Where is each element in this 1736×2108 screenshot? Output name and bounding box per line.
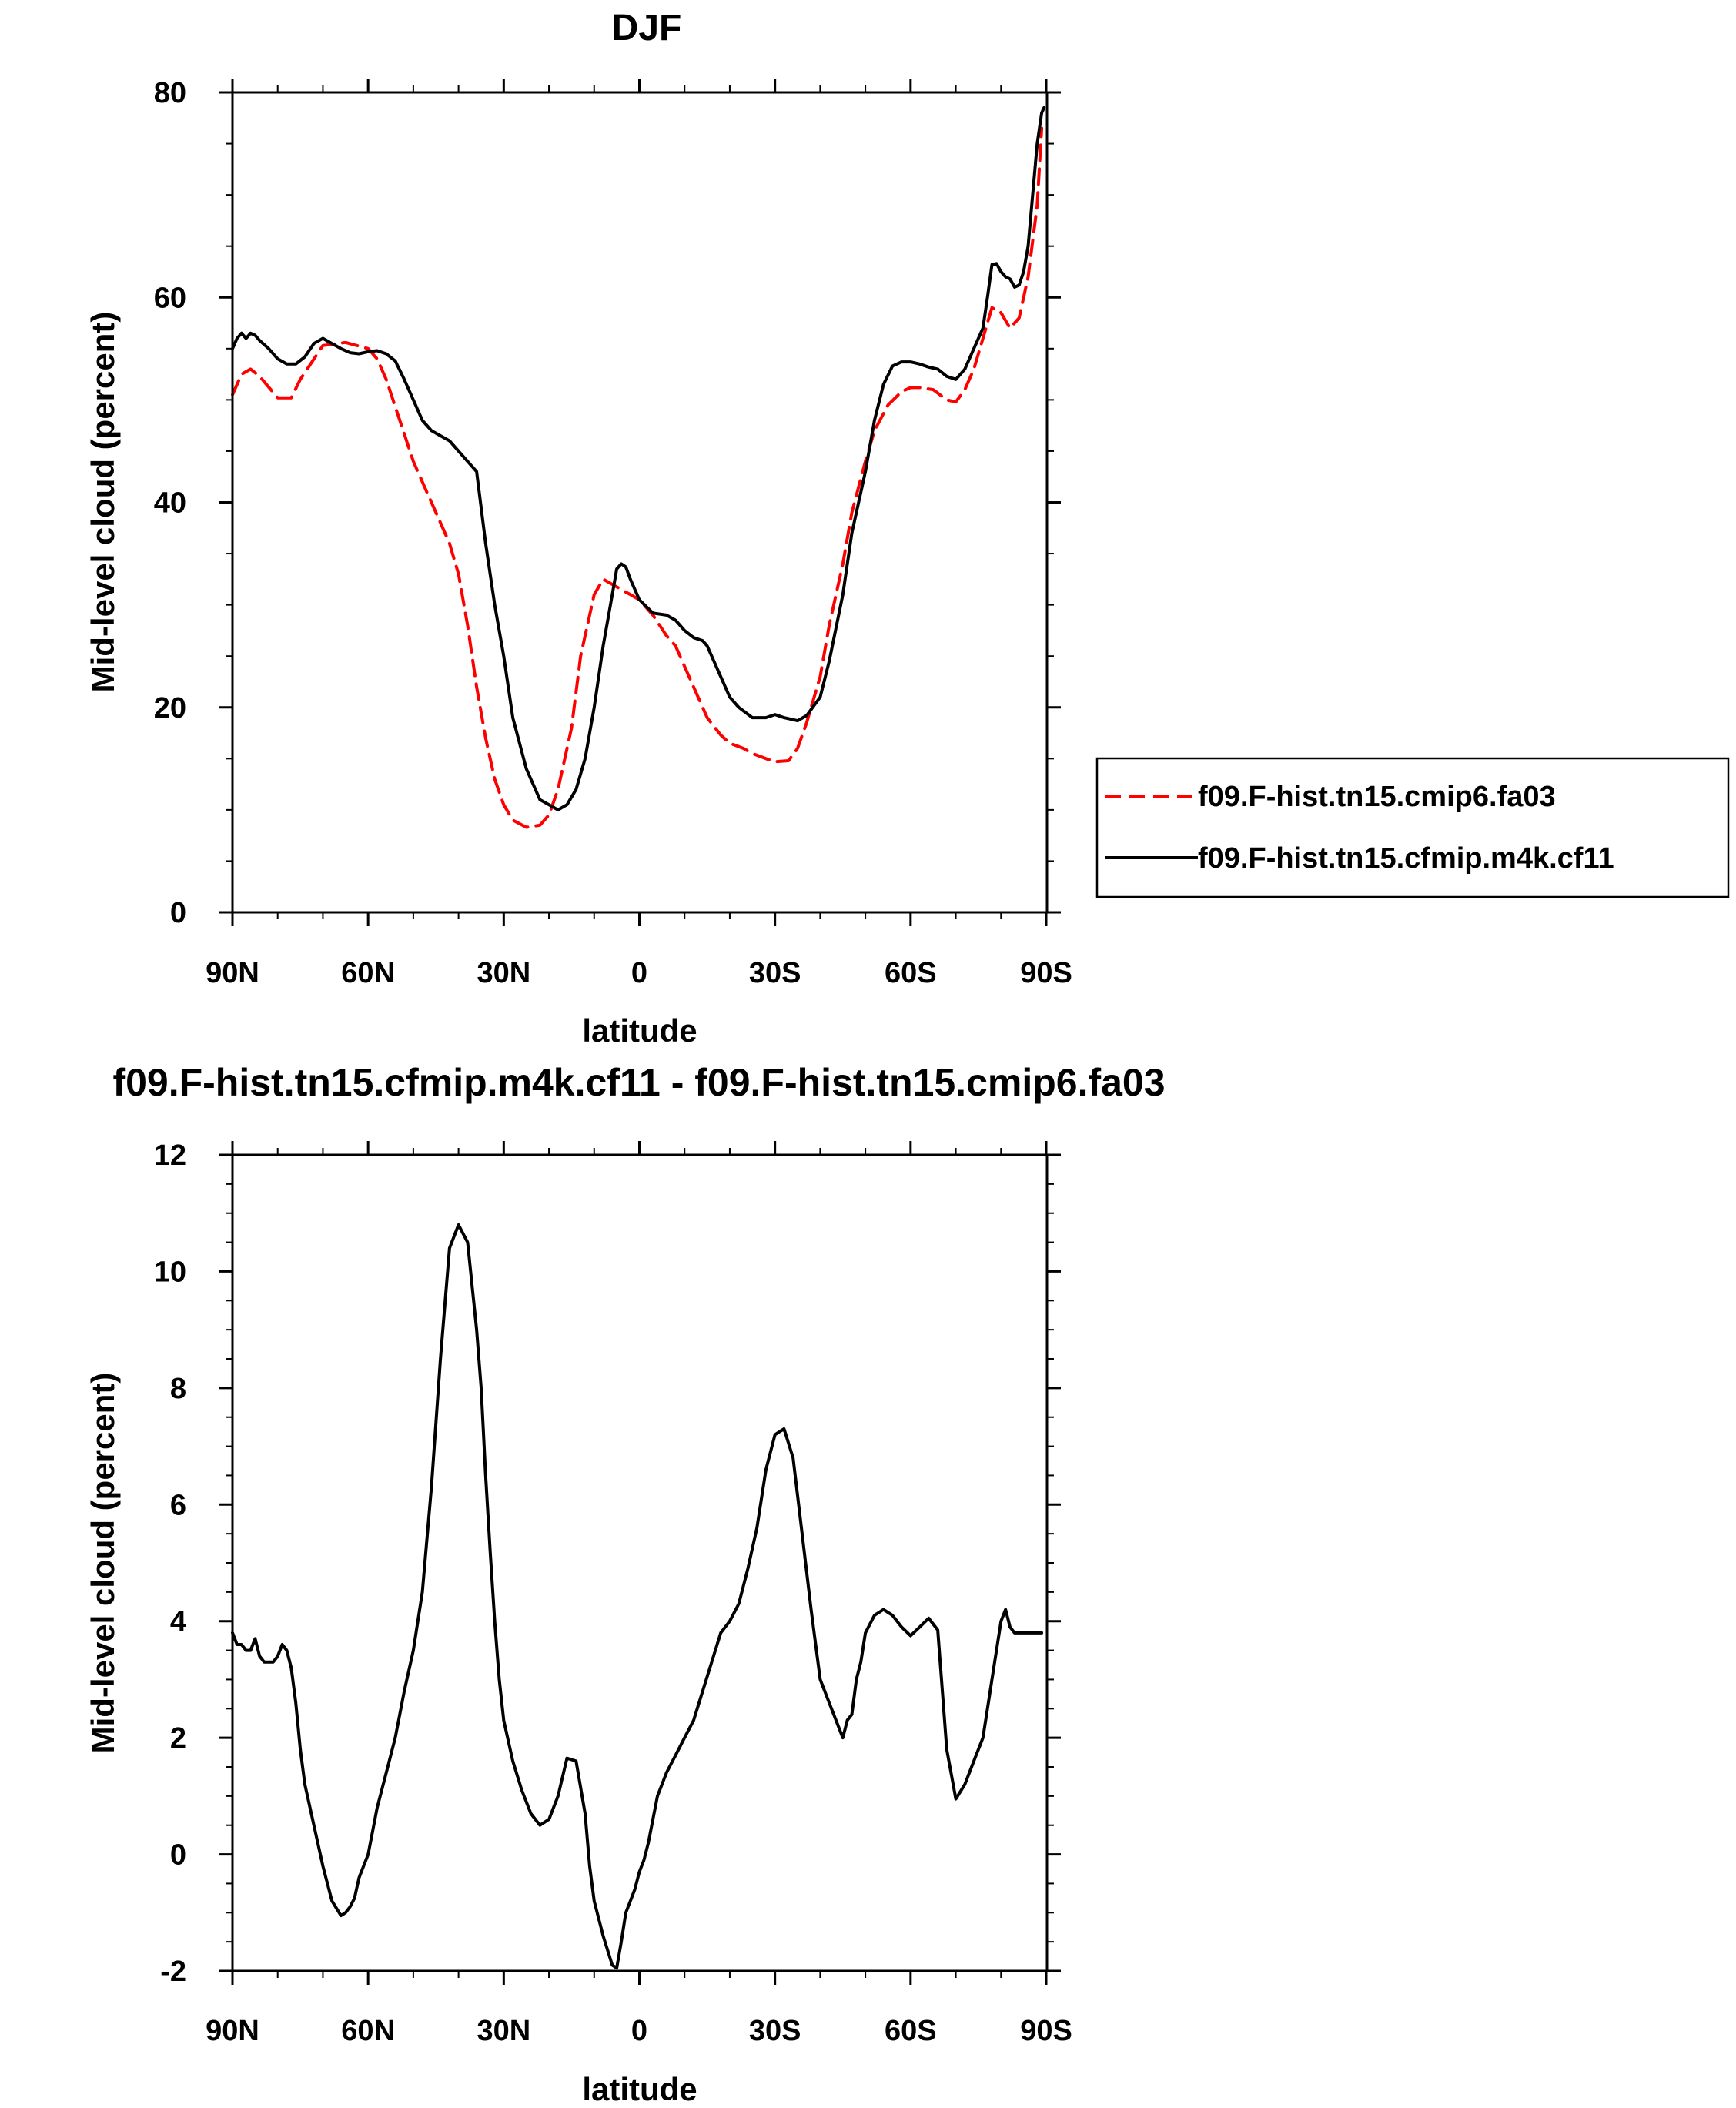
y-tick-label: 12: [154, 1139, 186, 1172]
y-tick-label: 2: [170, 1722, 186, 1755]
y-tick-label: 10: [154, 1256, 186, 1288]
y-tick-label: 20: [154, 692, 186, 724]
x-tick-label: 60N: [341, 957, 395, 989]
x-tick-label: 0: [631, 957, 647, 989]
y-tick-label: 0: [170, 1839, 186, 1872]
bottom-x-axis-label: latitude: [582, 2071, 697, 2107]
y-tick-label: 80: [154, 77, 186, 109]
y-tick-label: 8: [170, 1373, 186, 1405]
legend-label-cmip6: f09.F-hist.tn15.cmip6.fa03: [1198, 781, 1556, 813]
y-tick-label: 6: [170, 1489, 186, 1521]
x-tick-label: 60S: [885, 2015, 937, 2047]
y-tick-label: -2: [160, 1956, 186, 1988]
bottom-panel: f09.F-hist.tn15.cfmip.m4k.cf11 - f09.F-h…: [85, 1061, 1166, 2107]
top-plot-frame: [231, 91, 1049, 914]
legend: f09.F-hist.tn15.cmip6.fa03 f09.F-hist.tn…: [1095, 757, 1730, 898]
y-tick-label: 4: [170, 1606, 186, 1638]
x-tick-label: 30N: [477, 2015, 530, 2047]
series-line-0: [231, 1223, 1044, 1970]
legend-box: [1095, 757, 1730, 898]
y-tick-label: 40: [154, 487, 186, 520]
x-tick-label: 60S: [885, 957, 937, 989]
y-tick-label: 60: [154, 282, 186, 314]
series-line-1: [231, 106, 1046, 811]
x-tick-label: 30S: [749, 2015, 801, 2047]
x-tick-label: 90N: [206, 957, 259, 989]
legend-label-cfmip: f09.F-hist.tn15.cfmip.m4k.cf11: [1198, 842, 1614, 875]
series-line-0: [231, 126, 1044, 829]
top-panel: DJF 90N 60N 30N 0 30S 60S 90S 0 20 40 60 80 latitu…: [85, 8, 1072, 1049]
x-tick-label: 60N: [341, 2015, 395, 2047]
x-tick-label: 0: [631, 2015, 647, 2047]
y-tick-label: 0: [170, 897, 186, 929]
top-chart-title: DJF: [612, 8, 682, 49]
bottom-plot-frame: [231, 1153, 1049, 1972]
x-tick-label: 30S: [749, 957, 801, 989]
top-x-axis-label: latitude: [582, 1012, 697, 1049]
x-tick-label: 90S: [1020, 957, 1072, 989]
x-tick-label: 90N: [206, 2015, 259, 2047]
bottom-y-axis-label: Mid-level cloud (percent): [85, 1373, 121, 1754]
x-tick-label: 30N: [477, 957, 530, 989]
x-tick-label: 90S: [1020, 2015, 1072, 2047]
bottom-chart-title: f09.F-hist.tn15.cfmip.m4k.cf11 - f09.F-h…: [112, 1061, 1165, 1104]
top-y-axis-label: Mid-level cloud (percent): [85, 312, 121, 693]
